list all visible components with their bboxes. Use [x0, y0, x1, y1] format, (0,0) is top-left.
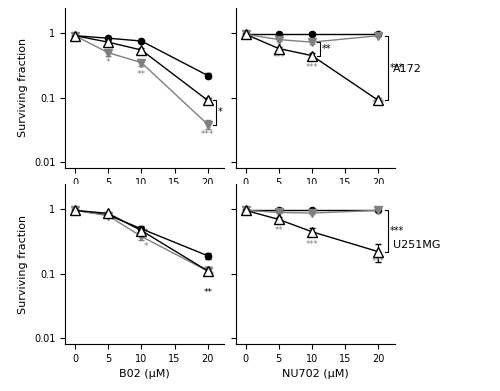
Text: *: *	[210, 271, 214, 280]
Text: ***: ***	[390, 226, 404, 236]
Text: A172: A172	[393, 64, 422, 74]
Text: ***: ***	[372, 99, 385, 108]
X-axis label: B02 (μM): B02 (μM)	[120, 369, 170, 379]
Text: *: *	[106, 57, 110, 66]
Text: **: **	[204, 97, 212, 106]
Text: ***: ***	[272, 53, 285, 62]
Text: *: *	[218, 108, 222, 118]
Text: **: **	[137, 70, 146, 79]
Text: ***: ***	[306, 63, 318, 72]
Text: ***: ***	[390, 63, 404, 73]
Y-axis label: Surviving fraction: Surviving fraction	[18, 38, 28, 138]
Text: *: *	[276, 214, 281, 223]
Text: *: *	[144, 242, 148, 251]
Text: *: *	[144, 228, 148, 237]
Text: **: **	[322, 44, 331, 54]
Text: **: **	[274, 226, 283, 235]
Y-axis label: Surviving fraction: Surviving fraction	[18, 214, 28, 314]
Text: ***: ***	[372, 257, 385, 266]
X-axis label: NU702 (μM): NU702 (μM)	[282, 369, 348, 379]
Text: ***: ***	[201, 129, 214, 138]
Text: **: **	[204, 288, 212, 297]
Text: U251MG: U251MG	[393, 240, 440, 250]
Text: ***: ***	[306, 240, 318, 249]
